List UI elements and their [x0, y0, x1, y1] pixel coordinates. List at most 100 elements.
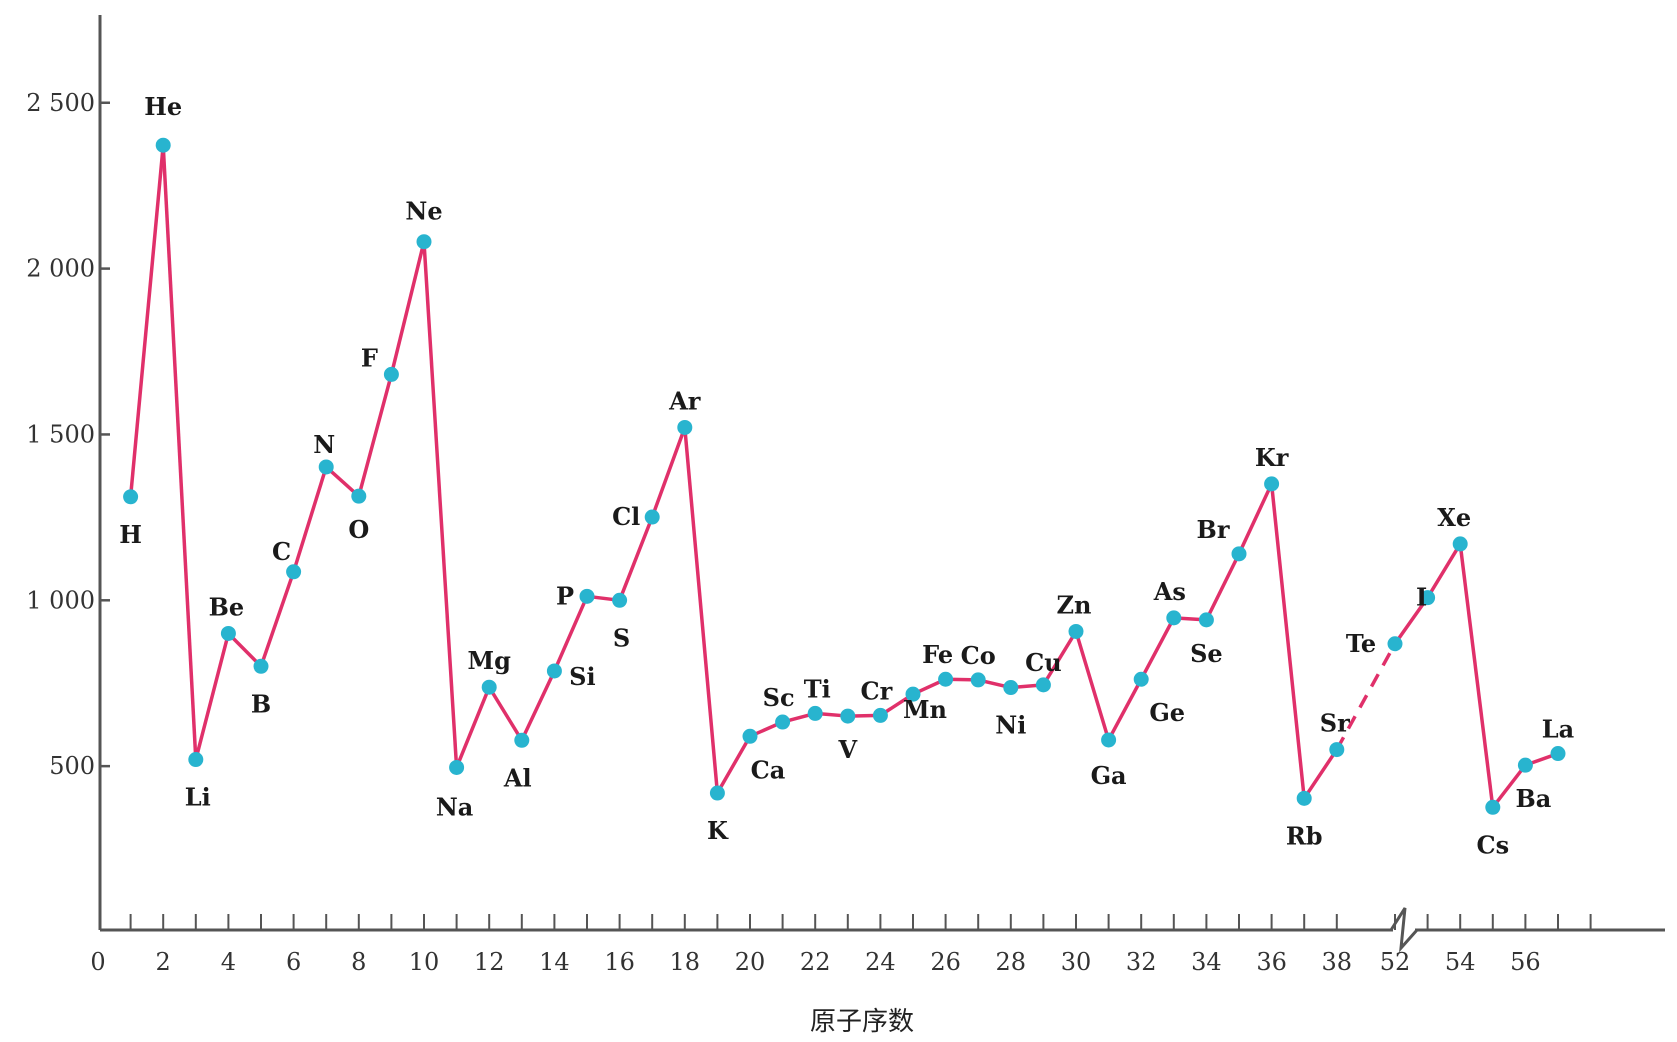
x-tick-label: 20: [735, 948, 766, 976]
point-label-n: N: [313, 430, 335, 459]
data-point-na: [449, 759, 465, 775]
data-point-te: [1387, 636, 1403, 652]
x-tick-label: 4: [221, 948, 236, 976]
series-segment: [1302, 748, 1339, 800]
x-tick-label: 10: [409, 948, 440, 976]
point-label-la: La: [1542, 715, 1574, 744]
data-point-ca: [742, 728, 758, 744]
series-segment: [1458, 543, 1495, 808]
x-tick-label: 36: [1256, 948, 1287, 976]
point-label-s: S: [613, 623, 630, 652]
x-tick-label: 28: [996, 948, 1027, 976]
data-point-ne: [416, 234, 432, 250]
point-label-si: Si: [569, 662, 595, 691]
data-point-v: [840, 708, 856, 724]
data-point-c: [286, 564, 302, 580]
point-labels: H He Li Be B C N O F Ne Na Mg Al Si P S Cl Ar K Ca Sc Ti V Cr Mn…: [119, 92, 1574, 859]
point-label-ne: Ne: [405, 197, 442, 226]
series-segment: [389, 241, 426, 375]
x-tick-label: 24: [865, 948, 896, 976]
data-point-mn: [905, 686, 921, 702]
series-segment: [1107, 678, 1143, 741]
data-point-ni: [1003, 680, 1019, 696]
x-tick-label: 0: [90, 948, 105, 976]
x-tick-label: 54: [1445, 948, 1476, 976]
point-label-se: Se: [1190, 639, 1223, 668]
series-segment: [291, 466, 328, 573]
data-point-p: [579, 588, 595, 604]
data-point-he: [155, 137, 171, 153]
series-segment: [1426, 543, 1462, 599]
x-tick-label: 52: [1380, 948, 1411, 976]
data-point-cl: [644, 509, 660, 525]
data-point-n: [318, 459, 334, 475]
series-segment: [520, 670, 556, 742]
point-label-fe: Fe: [922, 640, 953, 669]
data-point-ga: [1101, 732, 1117, 748]
data-point-cr: [872, 707, 888, 723]
series-segment: [128, 145, 165, 497]
data-point-as: [1166, 610, 1182, 626]
y-axis-ticks: 500 1 000 1 500 2 000 2 500: [26, 89, 110, 780]
point-label-h: H: [119, 520, 142, 549]
series-segment-dashed: [1335, 642, 1397, 751]
data-point-ge: [1133, 671, 1149, 687]
x-tick-label: 32: [1126, 948, 1157, 976]
x-tick-label: 2: [156, 948, 171, 976]
series-segment: [650, 426, 687, 518]
series-segment: [194, 633, 231, 760]
data-point-ar: [677, 419, 693, 435]
point-label-al: Al: [503, 763, 532, 792]
series-segment: [1074, 630, 1111, 741]
x-tick-label: 34: [1191, 948, 1222, 976]
series-segment: [552, 595, 589, 672]
x-tick-label: 56: [1510, 948, 1541, 976]
y-tick-label: 2 500: [26, 89, 95, 117]
point-label-ca: Ca: [751, 755, 786, 784]
series-segment: [161, 145, 198, 760]
data-point-o: [351, 488, 367, 504]
data-point-k: [709, 785, 725, 801]
x-tick-label: 14: [539, 948, 570, 976]
point-label-mn: Mn: [903, 695, 947, 724]
data-point-s: [612, 592, 628, 608]
data-point-rb: [1296, 790, 1312, 806]
point-label-sr: Sr: [1320, 709, 1350, 738]
series-segment: [1269, 483, 1306, 799]
x-tick-label: 8: [351, 948, 366, 976]
data-point-h: [123, 489, 139, 505]
point-label-f: F: [361, 343, 378, 372]
data-point-i: [1420, 590, 1436, 606]
point-label-b: B: [251, 689, 271, 718]
point-label-co: Co: [961, 641, 996, 670]
point-label-be: Be: [209, 592, 245, 621]
x-tick-label: 26: [930, 948, 961, 976]
series-segment: [617, 516, 654, 601]
point-label-ni: Ni: [995, 711, 1026, 740]
data-point-zn: [1068, 623, 1084, 639]
data-point-b: [253, 658, 269, 674]
series-segment: [422, 241, 459, 768]
axis-break-mark: [1389, 907, 1419, 953]
series-segment: [1393, 596, 1430, 645]
point-label-cl: Cl: [612, 502, 640, 531]
series-segment: [1491, 764, 1527, 809]
x-tick-label: 22: [800, 948, 831, 976]
data-point-ba: [1517, 757, 1533, 773]
series-segment: [1139, 617, 1176, 681]
data-point-be: [220, 625, 236, 641]
series-segment: [454, 686, 491, 769]
x-tick-label: 16: [604, 948, 635, 976]
x-tick-label: 6: [286, 948, 301, 976]
point-label-br: Br: [1197, 515, 1230, 544]
data-point-sr: [1329, 742, 1345, 758]
data-point-fe: [938, 671, 954, 687]
point-label-cu: Cu: [1025, 648, 1062, 677]
point-label-kr: Kr: [1255, 443, 1289, 472]
point-label-c: C: [272, 537, 291, 566]
series-segment: [227, 632, 263, 668]
y-tick-label: 1 500: [26, 420, 95, 448]
point-label-o: O: [348, 515, 369, 544]
series-segment: [357, 373, 394, 497]
